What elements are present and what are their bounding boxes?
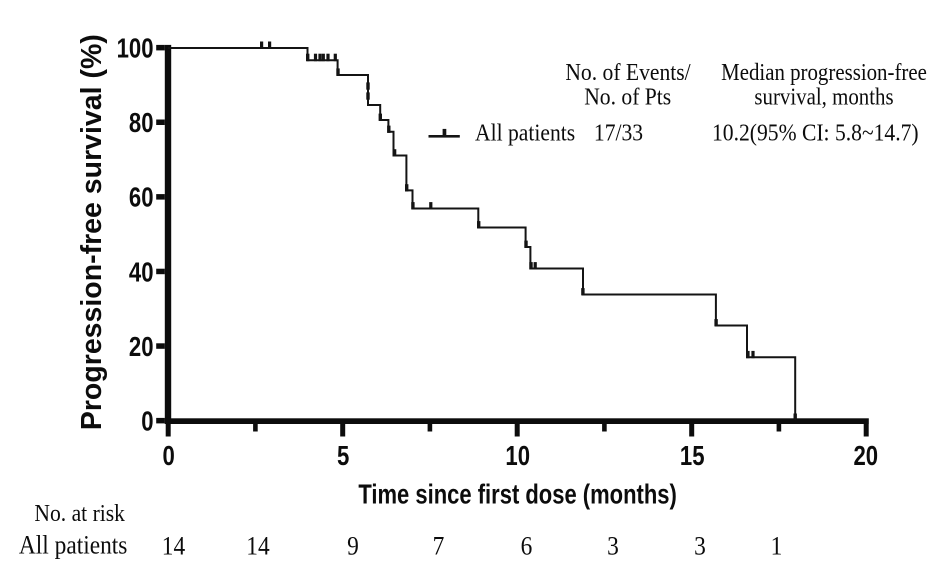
svg-text:15: 15 bbox=[680, 441, 705, 472]
svg-text:No. at risk: No. at risk bbox=[34, 500, 125, 526]
svg-text:survival, months: survival, months bbox=[754, 83, 893, 110]
svg-text:3: 3 bbox=[607, 532, 619, 560]
svg-text:14: 14 bbox=[162, 532, 185, 560]
svg-text:7: 7 bbox=[433, 532, 445, 560]
svg-text:17/33: 17/33 bbox=[594, 120, 643, 146]
svg-text:No. of Events/: No. of Events/ bbox=[565, 59, 691, 85]
svg-text:3: 3 bbox=[694, 532, 706, 560]
svg-text:All patients: All patients bbox=[19, 531, 127, 559]
svg-text:20: 20 bbox=[129, 331, 154, 362]
svg-text:All patients: All patients bbox=[475, 120, 575, 146]
svg-text:0: 0 bbox=[163, 441, 175, 472]
svg-text:80: 80 bbox=[129, 108, 154, 139]
svg-text:1: 1 bbox=[771, 532, 783, 560]
svg-text:Progression-free survival (%): Progression-free survival (%) bbox=[76, 34, 108, 430]
svg-text:20: 20 bbox=[853, 441, 878, 472]
svg-text:9: 9 bbox=[347, 532, 359, 560]
svg-text:6: 6 bbox=[521, 532, 533, 560]
svg-text:100: 100 bbox=[117, 33, 154, 64]
svg-text:Median progression-free: Median progression-free bbox=[721, 59, 927, 86]
svg-text:5: 5 bbox=[337, 441, 349, 472]
svg-text:0: 0 bbox=[141, 406, 153, 437]
svg-text:No. of Pts: No. of Pts bbox=[584, 83, 671, 109]
svg-text:14: 14 bbox=[246, 532, 269, 560]
svg-text:40: 40 bbox=[129, 257, 154, 288]
svg-text:60: 60 bbox=[129, 182, 154, 213]
svg-text:Time since first dose (months): Time since first dose (months) bbox=[358, 479, 677, 510]
svg-text:10: 10 bbox=[505, 441, 530, 472]
svg-text:10.2(95% CI: 5.8~14.7): 10.2(95% CI: 5.8~14.7) bbox=[712, 120, 919, 146]
